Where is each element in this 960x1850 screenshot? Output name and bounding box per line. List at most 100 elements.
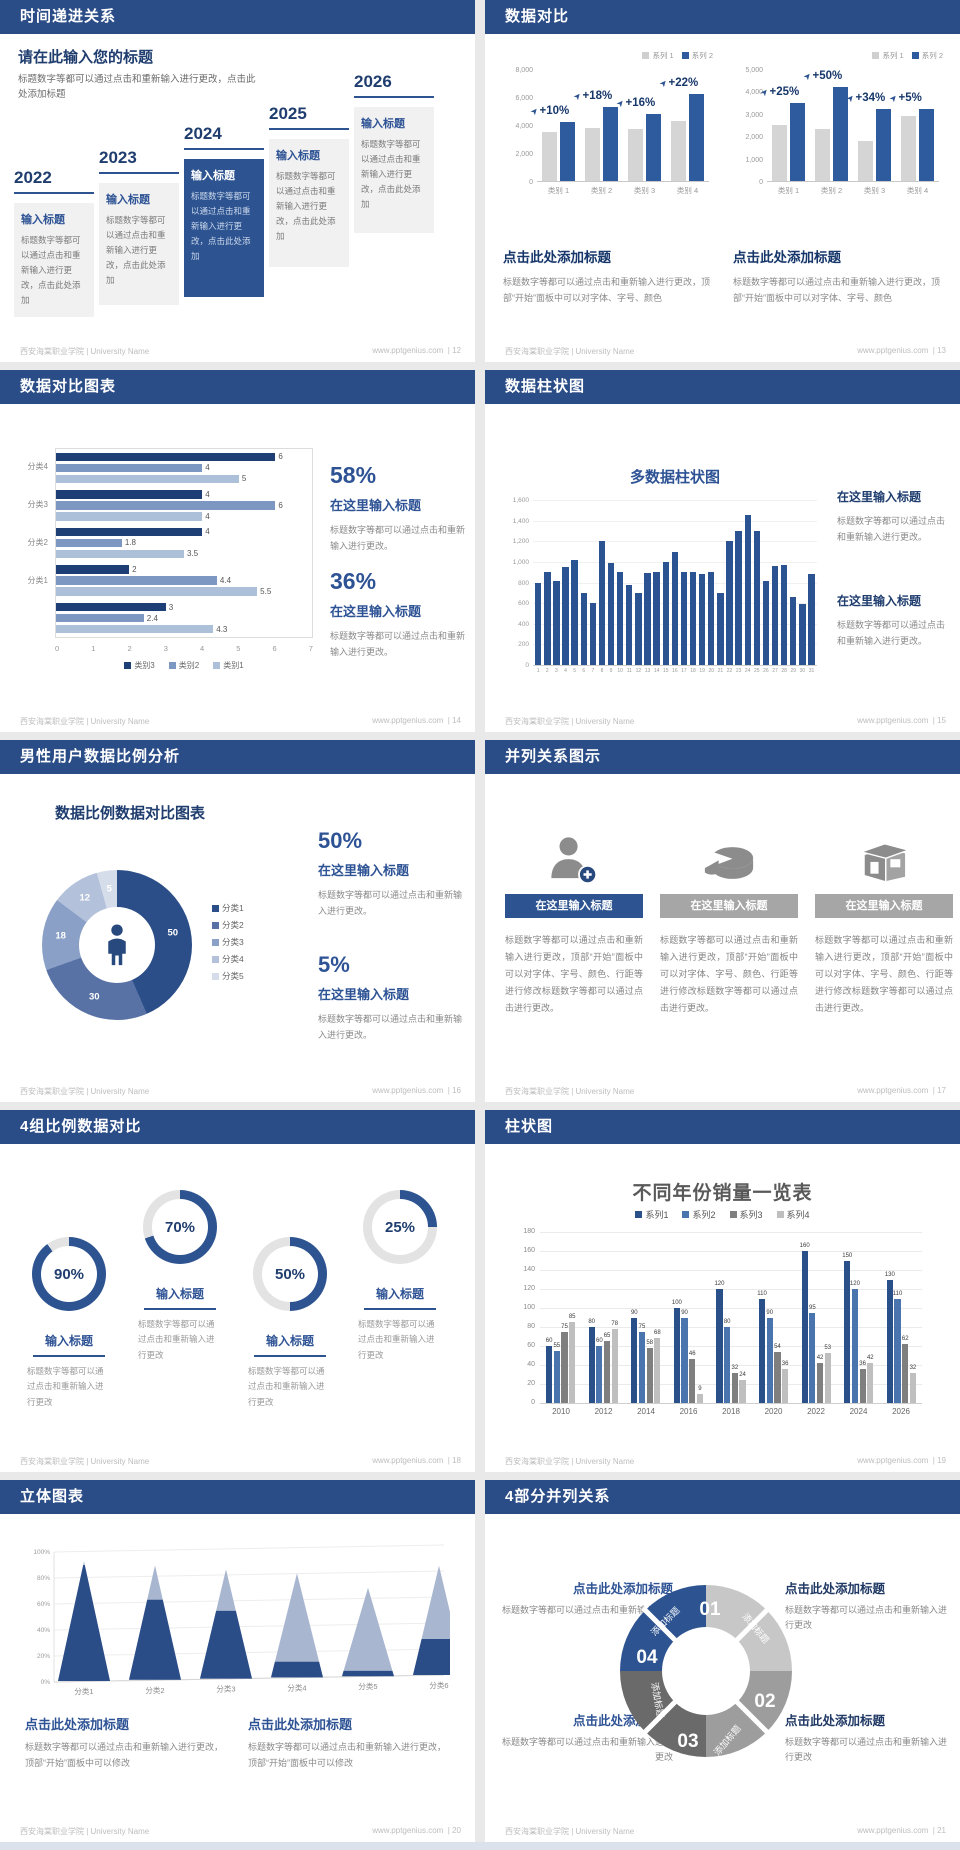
- y-axis-tick: 1,600: [512, 497, 529, 504]
- timeline-item[interactable]: 2026 输入标题 标题数字等都可以通过点击和重新输入进行更改，点击此处添加: [354, 72, 434, 233]
- icon-wrap: [505, 826, 643, 888]
- footer-site: www.pptgenius.com: [372, 1086, 444, 1095]
- timeline-item[interactable]: 2023 输入标题 标题数字等都可以通过点击和重新输入进行更改，点击此处添加: [99, 148, 179, 305]
- bar: [771, 566, 779, 665]
- bar-row: 6: [56, 452, 312, 461]
- value-label: 2.4: [146, 613, 158, 623]
- stat-value: 36%: [330, 568, 377, 594]
- ring-item: 70% 输入标题 标题数字等都可以通过点击和重新输入进行更改: [132, 1144, 228, 1472]
- value-label: 65: [603, 1333, 611, 1340]
- footer-page-number: 13: [937, 346, 946, 355]
- footer-org: 西安海棠职业学院 | University Name: [20, 1087, 150, 1096]
- chart-plot: ➤+10% 类别 1 ➤+18% 类别 2 ➤+16% 类别 3 ➤+22% 类别 4: [528, 70, 709, 195]
- slide-footer: 西安海棠职业学院 | University Name www.pptgenius.…: [505, 346, 946, 357]
- x-axis-label: 31: [808, 668, 815, 674]
- block-body: 标题数字等都可以通过点击和重新输入进行更改，顶部“开始”面板中可以对字体、字号、…: [733, 277, 941, 304]
- value-label: 4: [205, 463, 210, 473]
- y-axis-tick: 4,000: [745, 89, 763, 97]
- y-axis-tick: 120: [523, 1285, 535, 1292]
- footer-org: 西安海棠职业学院 | University Name: [505, 1087, 635, 1096]
- slide-thumbnail-rings[interactable]: 4组比例数据对比 90% 输入标题 标题数字等都可以通过点击和重新输入进行更改 70%…: [0, 1110, 475, 1472]
- series2-bar: [603, 106, 618, 181]
- x-axis-label: 26: [763, 668, 769, 674]
- category-labels: 分类4 分类3 分类2 分类1: [0, 404, 475, 732]
- legend-label: 系列2: [692, 1210, 716, 1220]
- timeline-card-body: 标题数字等都可以通过点击和重新输入进行更改，点击此处添加: [361, 139, 421, 209]
- ring-body: 标题数字等都可以通过点击和重新输入进行更改: [138, 1319, 215, 1360]
- bar-group: ➤+5% 类别 4: [887, 92, 934, 195]
- timeline-year: 2022: [14, 168, 94, 194]
- footer-separator: |: [928, 1456, 938, 1465]
- bar-group: 4 1.8 3.5: [56, 524, 312, 562]
- slide-thumbnail-donut-chart[interactable]: 男性用户数据比例分析 数据比例数据对比图表 50 30 18 12 5 分类1 分类2 分类…: [0, 740, 475, 1102]
- footer-site-page: www.pptgenius.com | 14: [372, 716, 461, 727]
- slide-thumbnail-grouped-bars[interactable]: 柱状图 不同年份销量一览表 系列1 系列2 系列3 系列4 0 20 40 60 80 100 1…: [485, 1110, 960, 1472]
- percent-value: +22%: [668, 77, 699, 90]
- footer-site-page: www.pptgenius.com | 12: [372, 346, 461, 357]
- progress-ring: 25%: [363, 1190, 437, 1264]
- x-axis-label: 22: [726, 668, 733, 674]
- x-axis-label: 2024: [849, 1407, 868, 1416]
- slide-thumbnail-hbar-chart[interactable]: 数据对比图表 分类4 分类3 分类2 分类1 6 4 5 4 6 4 4 1.8 3.5 2 4.4 5.5…: [0, 370, 475, 732]
- value-label: 36: [859, 1360, 866, 1367]
- slide-title: 4组比例数据对比: [0, 1110, 475, 1144]
- footer-org: 西安海棠职业学院 | University Name: [20, 717, 150, 726]
- gridline: [533, 520, 817, 522]
- value-label: 32: [731, 1364, 739, 1371]
- value-label: 58: [646, 1339, 653, 1346]
- slide-title: 并列关系图示: [485, 740, 960, 774]
- gridline: [540, 1289, 922, 1290]
- footer-page-number: 14: [452, 716, 461, 725]
- grouped-bar-chart: 0 20 40 60 80 100 120 140 160 180 60 55 75 85 80 60 65 78…: [485, 1144, 960, 1472]
- slide-footer: 西安海棠职业学院 | University Name www.pptgenius.…: [505, 1826, 946, 1837]
- segment-label: 添加标题: [711, 1723, 743, 1758]
- svg-text:80%: 80%: [37, 1575, 50, 1582]
- x-axis-label: 18: [690, 668, 696, 674]
- y-axis-tick: 0: [759, 179, 763, 186]
- footer-site: www.pptgenius.com: [857, 1826, 929, 1835]
- bar: 90: [766, 1310, 773, 1403]
- bar-group: 80 60 65 78: [588, 1319, 618, 1403]
- stat-body: 标题数字等都可以通过点击和重新输入进行更改。: [318, 1014, 463, 1041]
- block-body: 标题数字等都可以通过点击和重新输入进行更改。: [837, 620, 946, 647]
- footer-separator: |: [443, 1456, 453, 1465]
- footer-org: 西安海棠职业学院 | University Name: [505, 347, 635, 356]
- person-plus-icon: [551, 837, 598, 885]
- slide-thumbnail-parallel[interactable]: 并列关系图示 在这里输入标题 标题数字等都可以通过点击和重新输入进行更改，顶部“…: [485, 740, 960, 1102]
- slide-thumbnail-column-chart[interactable]: 数据柱状图 多数据柱状图 1,600 1,400 1,200 1,000 800 600 4…: [485, 370, 960, 732]
- bar: [762, 581, 770, 665]
- block-title: 点击此处添加标题: [785, 1714, 886, 1728]
- slide-thumbnail-quad-relation[interactable]: 4部分并列关系 点击此处添加标题 标题数字等都可以通过点击和重新输入进行更改 点…: [485, 1480, 960, 1842]
- slide-thumbnail-cone-chart[interactable]: 立体图表 100% 80% 60% 40% 20% 0% 分类1 分类2 分类3 分类4 分类5 分类…: [0, 1480, 475, 1842]
- bar: 54: [774, 1344, 781, 1403]
- x-axis-label: 14: [653, 668, 660, 674]
- legend-swatch: [124, 662, 132, 669]
- bar-group: 4 6 4: [56, 487, 312, 525]
- bar: 110: [893, 1291, 902, 1403]
- text-block: 在这里输入标题 标题数字等都可以通过点击和重新输入进行更改。: [837, 488, 949, 545]
- slide-thumbnail-timeline[interactable]: 时间递进关系 请在此输入您的标题 标题数字等都可以通过点击和重新输入进行更改，点…: [0, 0, 475, 362]
- block-title: 点击此处添加标题: [733, 250, 841, 265]
- footer-site-page: www.pptgenius.com | 20: [372, 1826, 461, 1837]
- x-axis-label: 11: [626, 668, 632, 674]
- bar-group: 2 4.4 5.5: [56, 562, 312, 600]
- x-axis-label: 2012: [594, 1407, 613, 1416]
- footer-page-number: 16: [452, 1086, 461, 1095]
- timeline-item[interactable]: 2025 输入标题 标题数字等都可以通过点击和重新输入进行更改，点击此处添加: [269, 104, 349, 267]
- slide-footer: 西安海棠职业学院 | University Name www.pptgenius.…: [20, 1826, 461, 1837]
- bar-row: 5.5: [56, 587, 312, 596]
- bar: [56, 624, 214, 634]
- percent-label: ➤+16%: [614, 97, 655, 109]
- value-label: 36: [781, 1360, 789, 1367]
- bar: [56, 490, 203, 499]
- ring-title: 输入标题: [364, 1285, 436, 1310]
- value-label: 46: [688, 1351, 696, 1358]
- x-axis-label: 类别 2: [590, 186, 613, 195]
- timeline-item[interactable]: 2022 输入标题 标题数字等都可以通过点击和重新输入进行更改，点击此处添加: [14, 168, 94, 317]
- slide-thumbnail-data-compare[interactable]: 数据对比 系列 1 系列 2 8,000 6,000 4,000 2,000 0 ➤+10% 类…: [485, 0, 960, 362]
- timeline-item[interactable]: 2024 输入标题 标题数字等都可以通过点击和重新输入进行更改，点击此处添加: [184, 124, 264, 297]
- bar-group: 60 55 75 85: [546, 1314, 576, 1403]
- y-axis-tick: 400: [518, 620, 529, 628]
- bar: [56, 565, 130, 574]
- slide-title: 时间递进关系: [0, 0, 475, 34]
